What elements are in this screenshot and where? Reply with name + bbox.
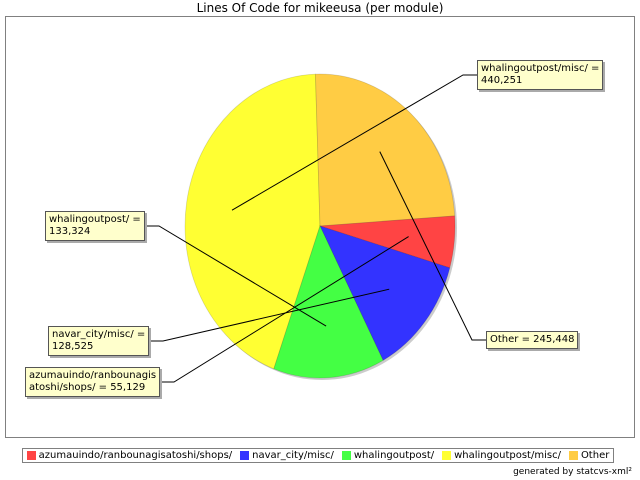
legend-label: whalingoutpost/misc/ — [454, 450, 561, 461]
slice-label-other: Other = 245,448 — [486, 331, 579, 349]
legend-label: whalingoutpost/ — [353, 450, 435, 461]
legend-label: Other — [580, 450, 610, 461]
legend-swatch — [568, 451, 578, 460]
legend-item: whalingoutpost/misc/ — [442, 450, 561, 461]
pie-slice-azumauindo-ranbounagisatoshi-shops — [319, 215, 456, 269]
legend-swatch — [26, 451, 36, 460]
leader-line — [149, 288, 390, 342]
pie-slice-whalingoutpost — [273, 224, 384, 379]
credit-text: generated by statcvs-xml² — [513, 467, 632, 477]
legend: azumauindo/ranbounagisatoshi/shops/navar… — [22, 448, 614, 463]
slice-label-azumauindo: azumauindo/ranbounagis atoshi/shops/ = 55… — [25, 367, 161, 397]
pie-chart — [145, 73, 486, 383]
legend-item: azumauindo/ranbounagisatoshi/shops/ — [26, 450, 233, 461]
legend-label: azumauindo/ranbounagisatoshi/shops/ — [38, 450, 233, 461]
legend-item: whalingoutpost/ — [341, 450, 435, 461]
legend-swatch — [442, 451, 452, 460]
legend-item: navar_city/misc/ — [240, 450, 334, 461]
pie-slice-other — [315, 73, 456, 227]
slice-label-whalingoutpost-misc: whalingoutpost/misc/ = 440,251 — [477, 60, 604, 90]
legend-swatch — [240, 451, 250, 460]
slice-label-whalingoutpost: whalingoutpost/ = 133,324 — [45, 211, 145, 241]
leader-line — [379, 151, 486, 341]
legend-item: Other — [568, 450, 610, 461]
pie-slice-whalingoutpost-misc — [184, 73, 321, 370]
slice-label-navar-city-misc: navar_city/misc/ = 128,525 — [48, 326, 150, 356]
pie-slice-navar-city-misc — [319, 225, 451, 361]
leader-line — [145, 225, 327, 327]
legend-label: navar_city/misc/ — [252, 450, 334, 461]
leader-line — [231, 74, 477, 211]
leader-line — [160, 236, 409, 383]
legend-swatch — [341, 451, 351, 460]
chart-title: Lines Of Code for mikeeusa (per module) — [196, 1, 444, 15]
